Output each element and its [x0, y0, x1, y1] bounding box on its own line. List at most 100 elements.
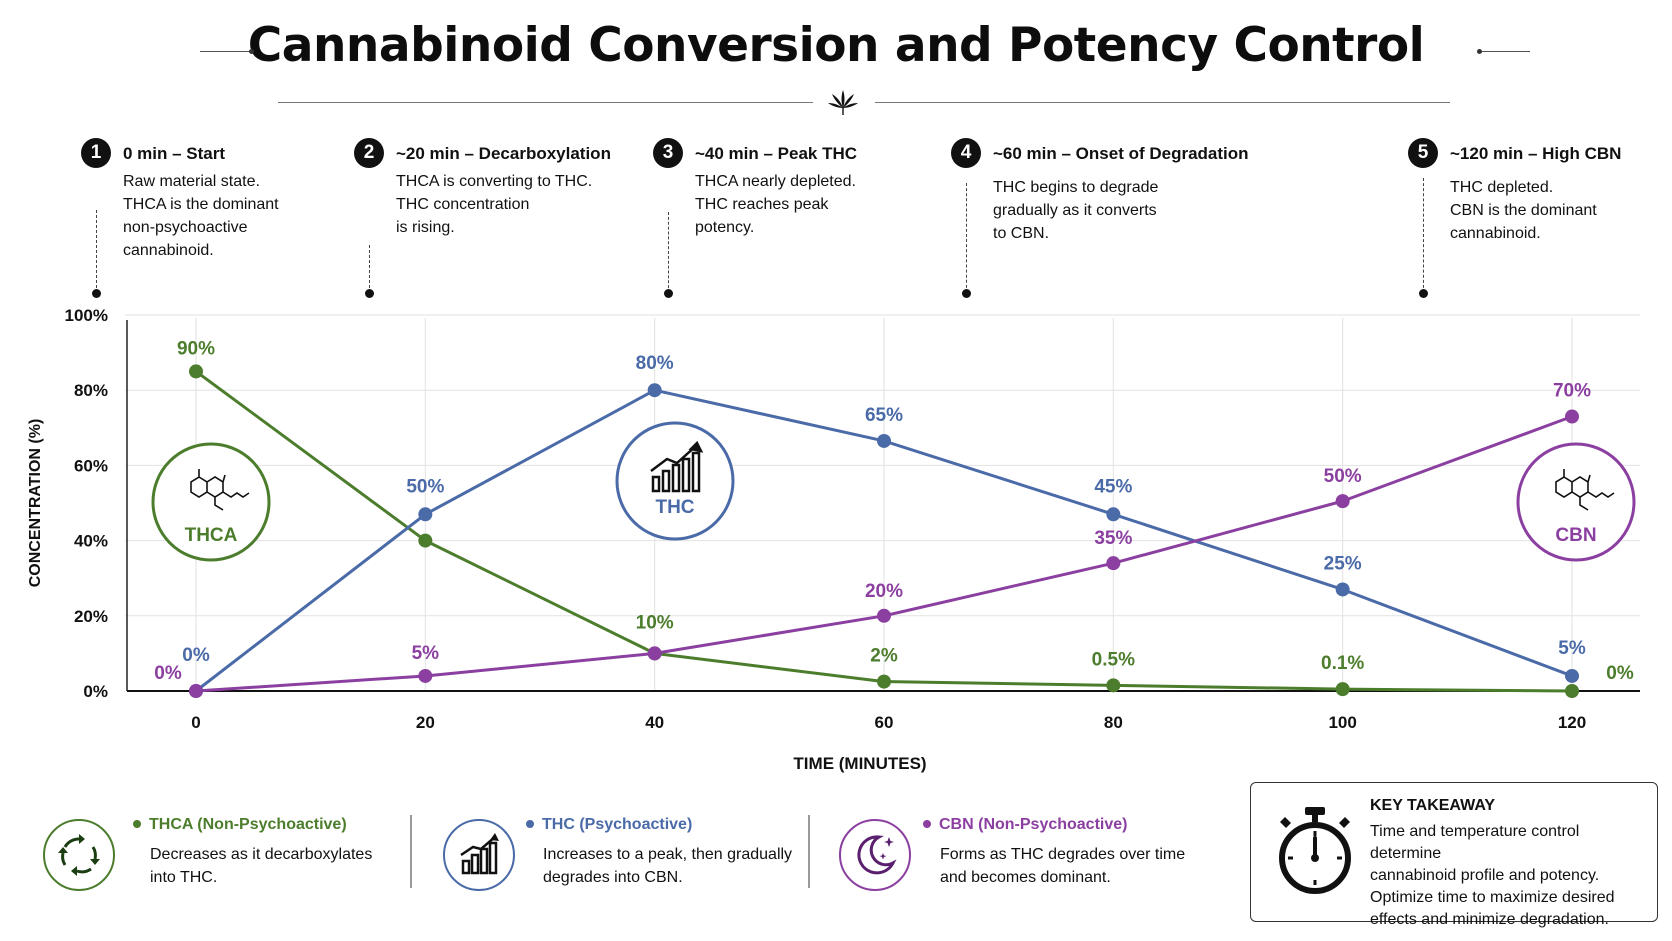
data-point-thca [189, 364, 203, 379]
key-takeaway-body: Time and temperature control determine c… [1370, 821, 1650, 931]
cbn-badge [1516, 442, 1636, 562]
data-point-cbn [877, 608, 891, 623]
y-tick-label: 60% [74, 456, 108, 475]
rising-arrow [650, 444, 698, 472]
key-takeaway-box: KEY TAKEAWAY Time and temperature contro… [1250, 782, 1658, 928]
step-description-line: potency. [695, 219, 755, 236]
step-description-line: THCA nearly depleted. [695, 173, 856, 190]
molecule-bonds [1555, 469, 1615, 511]
data-label-cbn: 0% [154, 663, 182, 684]
data-label-cbn: 50% [1324, 466, 1362, 487]
data-point-thca [418, 533, 433, 548]
step-description-line: THC begins to degrade [993, 179, 1159, 196]
data-point-cbn [647, 646, 662, 661]
legend-description-line: Increases to a peak, then gradually [543, 846, 793, 863]
y-axis-label: CONCENTRATION (%) [27, 419, 44, 588]
legend-description-line: Decreases as it decarboxylates [150, 846, 373, 863]
legend-title: THCA (Non-Psychoactive) [133, 816, 347, 834]
data-point-thca [1106, 678, 1121, 693]
bar-chart-icon [443, 819, 515, 891]
x-axis-label: TIME (MINUTES) [793, 754, 926, 773]
legend-divider [808, 815, 810, 888]
subtitle-rule-left [278, 102, 813, 103]
step-description-line: non-psychoactive [123, 219, 248, 236]
legend-bullet [133, 819, 141, 828]
title-rule-right-dot [1477, 49, 1482, 54]
key-takeaway-title: KEY TAKEAWAY [1370, 797, 1496, 814]
legend-description: Forms as THC degrades over time and becom… [940, 843, 1185, 889]
step-connector-dot [664, 289, 673, 298]
legend-description-line: and becomes dominant. [940, 869, 1111, 886]
data-point-thc [1335, 582, 1350, 597]
step-number-badge: 3 [653, 138, 683, 168]
rising-bar [661, 469, 671, 493]
key-takeaway-line: effects and minimize degradation. [1370, 911, 1609, 928]
step-description-line: Raw material state. [123, 173, 260, 190]
data-label-thca: 2% [870, 646, 898, 667]
step-description-line: THCA is converting to THC. [396, 173, 593, 190]
molecule-icon [1555, 469, 1615, 511]
step-description-line: gradually as it converts [993, 202, 1157, 219]
step-heading: ~120 min – High CBN [1450, 144, 1622, 163]
legend-bullet [923, 819, 931, 828]
x-tick-label: 120 [1558, 713, 1586, 732]
data-label-thca: 0.1% [1321, 653, 1364, 674]
x-tick-label: 20 [416, 713, 435, 732]
data-label-cbn: 5% [412, 643, 440, 664]
page-title: Cannabinoid Conversion and Potency Contr… [247, 18, 1425, 73]
cycle-arrows-icon [43, 819, 115, 891]
step-description: THC depleted. CBN is the dominant cannabin… [1450, 176, 1672, 245]
data-label-thc: 25% [1324, 553, 1362, 574]
step-description-line: THC depleted. [1450, 179, 1554, 196]
legend-title-text: THCA (Non-Psychoactive) [149, 816, 347, 833]
step-description-line: is rising. [396, 219, 455, 236]
molecule-icon [190, 469, 250, 511]
data-point-cbn [189, 684, 203, 698]
rising-bar [651, 475, 661, 493]
step-description-line: THC concentration [396, 196, 530, 213]
data-point-thc [1565, 668, 1579, 683]
data-point-cbn [1565, 409, 1579, 424]
step-number-badge: 2 [354, 138, 384, 168]
step-description-line: cannabinoid. [1450, 225, 1541, 242]
thc-badge [615, 421, 735, 541]
key-takeaway-line: Time and temperature control determine [1370, 823, 1580, 862]
step-connector [966, 183, 967, 293]
data-label-thc: 0% [182, 645, 210, 666]
title-rule-left [200, 51, 250, 52]
legend-description: Decreases as it decarboxylates into THC. [150, 843, 372, 889]
data-label-thca: 0.5% [1092, 649, 1135, 670]
moon-icon [839, 819, 911, 891]
step-heading: ~20 min – Decarboxylation [396, 144, 611, 163]
data-label-cbn: 35% [1094, 528, 1132, 549]
x-tick-label: 60 [875, 713, 894, 732]
data-point-thc [418, 507, 433, 522]
step-number-badge: 5 [1408, 138, 1438, 168]
legend-title: THC (Psychoactive) [526, 816, 692, 834]
step-description: THC begins to degrade gradually as it con… [993, 176, 1223, 245]
y-tick-label: 40% [74, 532, 108, 551]
title-rule-right [1480, 51, 1530, 52]
data-label-thca: 10% [636, 612, 674, 633]
step-description-line: to CBN. [993, 225, 1050, 242]
step-connector [96, 210, 97, 293]
step-description-line: THCA is the dominant [123, 196, 279, 213]
step-description: THCA is converting to THC. THC concentrat… [396, 170, 626, 239]
step-connector [668, 212, 669, 293]
concentration-chart: 0% 20% 40% 60% 80% 100% 0 20 40 60 80 100 120 TIME (M… [27, 306, 1640, 773]
legend-title: CBN (Non-Psychoactive) [923, 816, 1127, 834]
y-tick-label: 0% [83, 682, 108, 701]
step-description: Raw material state. THCA is the dominant n… [123, 170, 353, 262]
rising-bars-icon [650, 440, 704, 493]
step-description: THCA nearly depleted. THC reaches peak pot… [695, 170, 925, 239]
data-point-cbn [1106, 556, 1121, 571]
data-point-cbn [418, 668, 433, 683]
cbn-badge-label: CBN [1555, 525, 1596, 546]
thc-badge-label: THC [655, 497, 694, 518]
y-tick-label: 80% [74, 381, 108, 400]
data-label-thca: 0% [1606, 663, 1634, 684]
data-label-thca: 90% [177, 338, 215, 359]
step-heading: ~60 min – Onset of Degradation [993, 144, 1249, 163]
data-point-thca [877, 674, 891, 689]
key-takeaway-line: cannabinoid profile and potency. [1370, 867, 1600, 884]
